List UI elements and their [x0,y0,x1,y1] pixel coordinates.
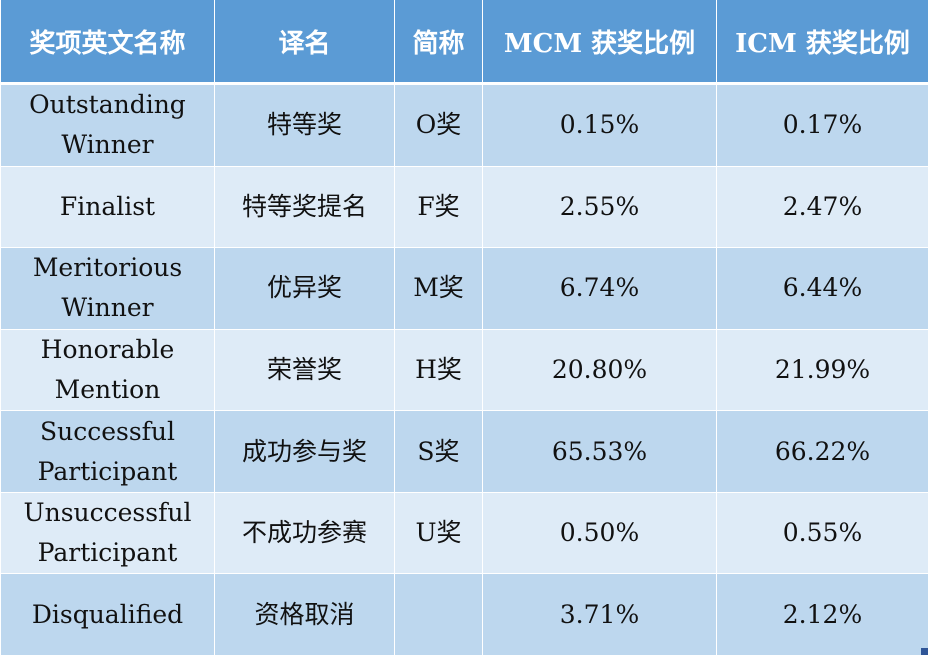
english-name-cell: Disqualified [0,573,215,656]
mcm-ratio-cell: 6.74% [482,247,717,330]
english-name-cell: Honorable Mention [0,328,215,412]
abbreviation-cell: H奖 [394,328,483,412]
chinese-name-cell: 特等奖 [214,83,395,167]
icm-ratio-cell: 6.44% [716,247,929,330]
english-name-cell: Meritorious Winner [0,247,215,330]
chinese-name-cell: 资格取消 [214,573,395,656]
chinese-name-cell: 优异奖 [214,247,395,330]
mcm-ratio-cell: 65.53% [482,410,717,493]
table-row: Meritorious Winner 优异奖 M奖 6.74% 6.44% [0,247,929,330]
header-chinese-name: 译名 [214,0,395,85]
resize-handle[interactable] [921,648,928,655]
abbreviation-cell: O奖 [394,83,483,167]
icm-ratio-cell: 0.55% [716,491,929,575]
abbreviation-cell: U奖 [394,491,483,575]
header-abbreviation: 简称 [394,0,483,85]
icm-ratio-cell: 2.47% [716,165,929,249]
abbreviation-cell: F奖 [394,165,483,249]
table-row: Disqualified 资格取消 3.71% 2.12% [0,573,929,656]
table-row: Honorable Mention 荣誉奖 H奖 20.80% 21.99% [0,328,929,412]
chinese-name-cell: 成功参与奖 [214,410,395,493]
mcm-ratio-cell: 0.15% [482,83,717,167]
mcm-ratio-cell: 20.80% [482,328,717,412]
english-name-cell: Successful Participant [0,410,215,493]
table-row: Finalist 特等奖提名 F奖 2.55% 2.47% [0,165,929,249]
english-name-cell: Unsuccessful Participant [0,491,215,575]
abbreviation-cell [394,573,483,656]
header-row: 奖项英文名称 译名 简称 MCM 获奖比例 ICM 获奖比例 [0,0,929,85]
chinese-name-cell: 特等奖提名 [214,165,395,249]
header-mcm-ratio: MCM 获奖比例 [482,0,717,85]
icm-ratio-cell: 0.17% [716,83,929,167]
english-name-cell: Outstanding Winner [0,83,215,167]
table-row: Successful Participant 成功参与奖 S奖 65.53% 6… [0,410,929,493]
chinese-name-cell: 不成功参赛 [214,491,395,575]
abbreviation-cell: S奖 [394,410,483,493]
table-row: Unsuccessful Participant 不成功参赛 U奖 0.50% … [0,491,929,575]
mcm-ratio-cell: 2.55% [482,165,717,249]
chinese-name-cell: 荣誉奖 [214,328,395,412]
table-row: Outstanding Winner 特等奖 O奖 0.15% 0.17% [0,83,929,167]
icm-ratio-cell: 2.12% [716,573,929,656]
header-english-name: 奖项英文名称 [0,0,215,85]
header-icm-ratio: ICM 获奖比例 [716,0,929,85]
icm-ratio-cell: 21.99% [716,328,929,412]
mcm-ratio-cell: 3.71% [482,573,717,656]
english-name-cell: Finalist [0,165,215,249]
icm-ratio-cell: 66.22% [716,410,929,493]
mcm-ratio-cell: 0.50% [482,491,717,575]
abbreviation-cell: M奖 [394,247,483,330]
